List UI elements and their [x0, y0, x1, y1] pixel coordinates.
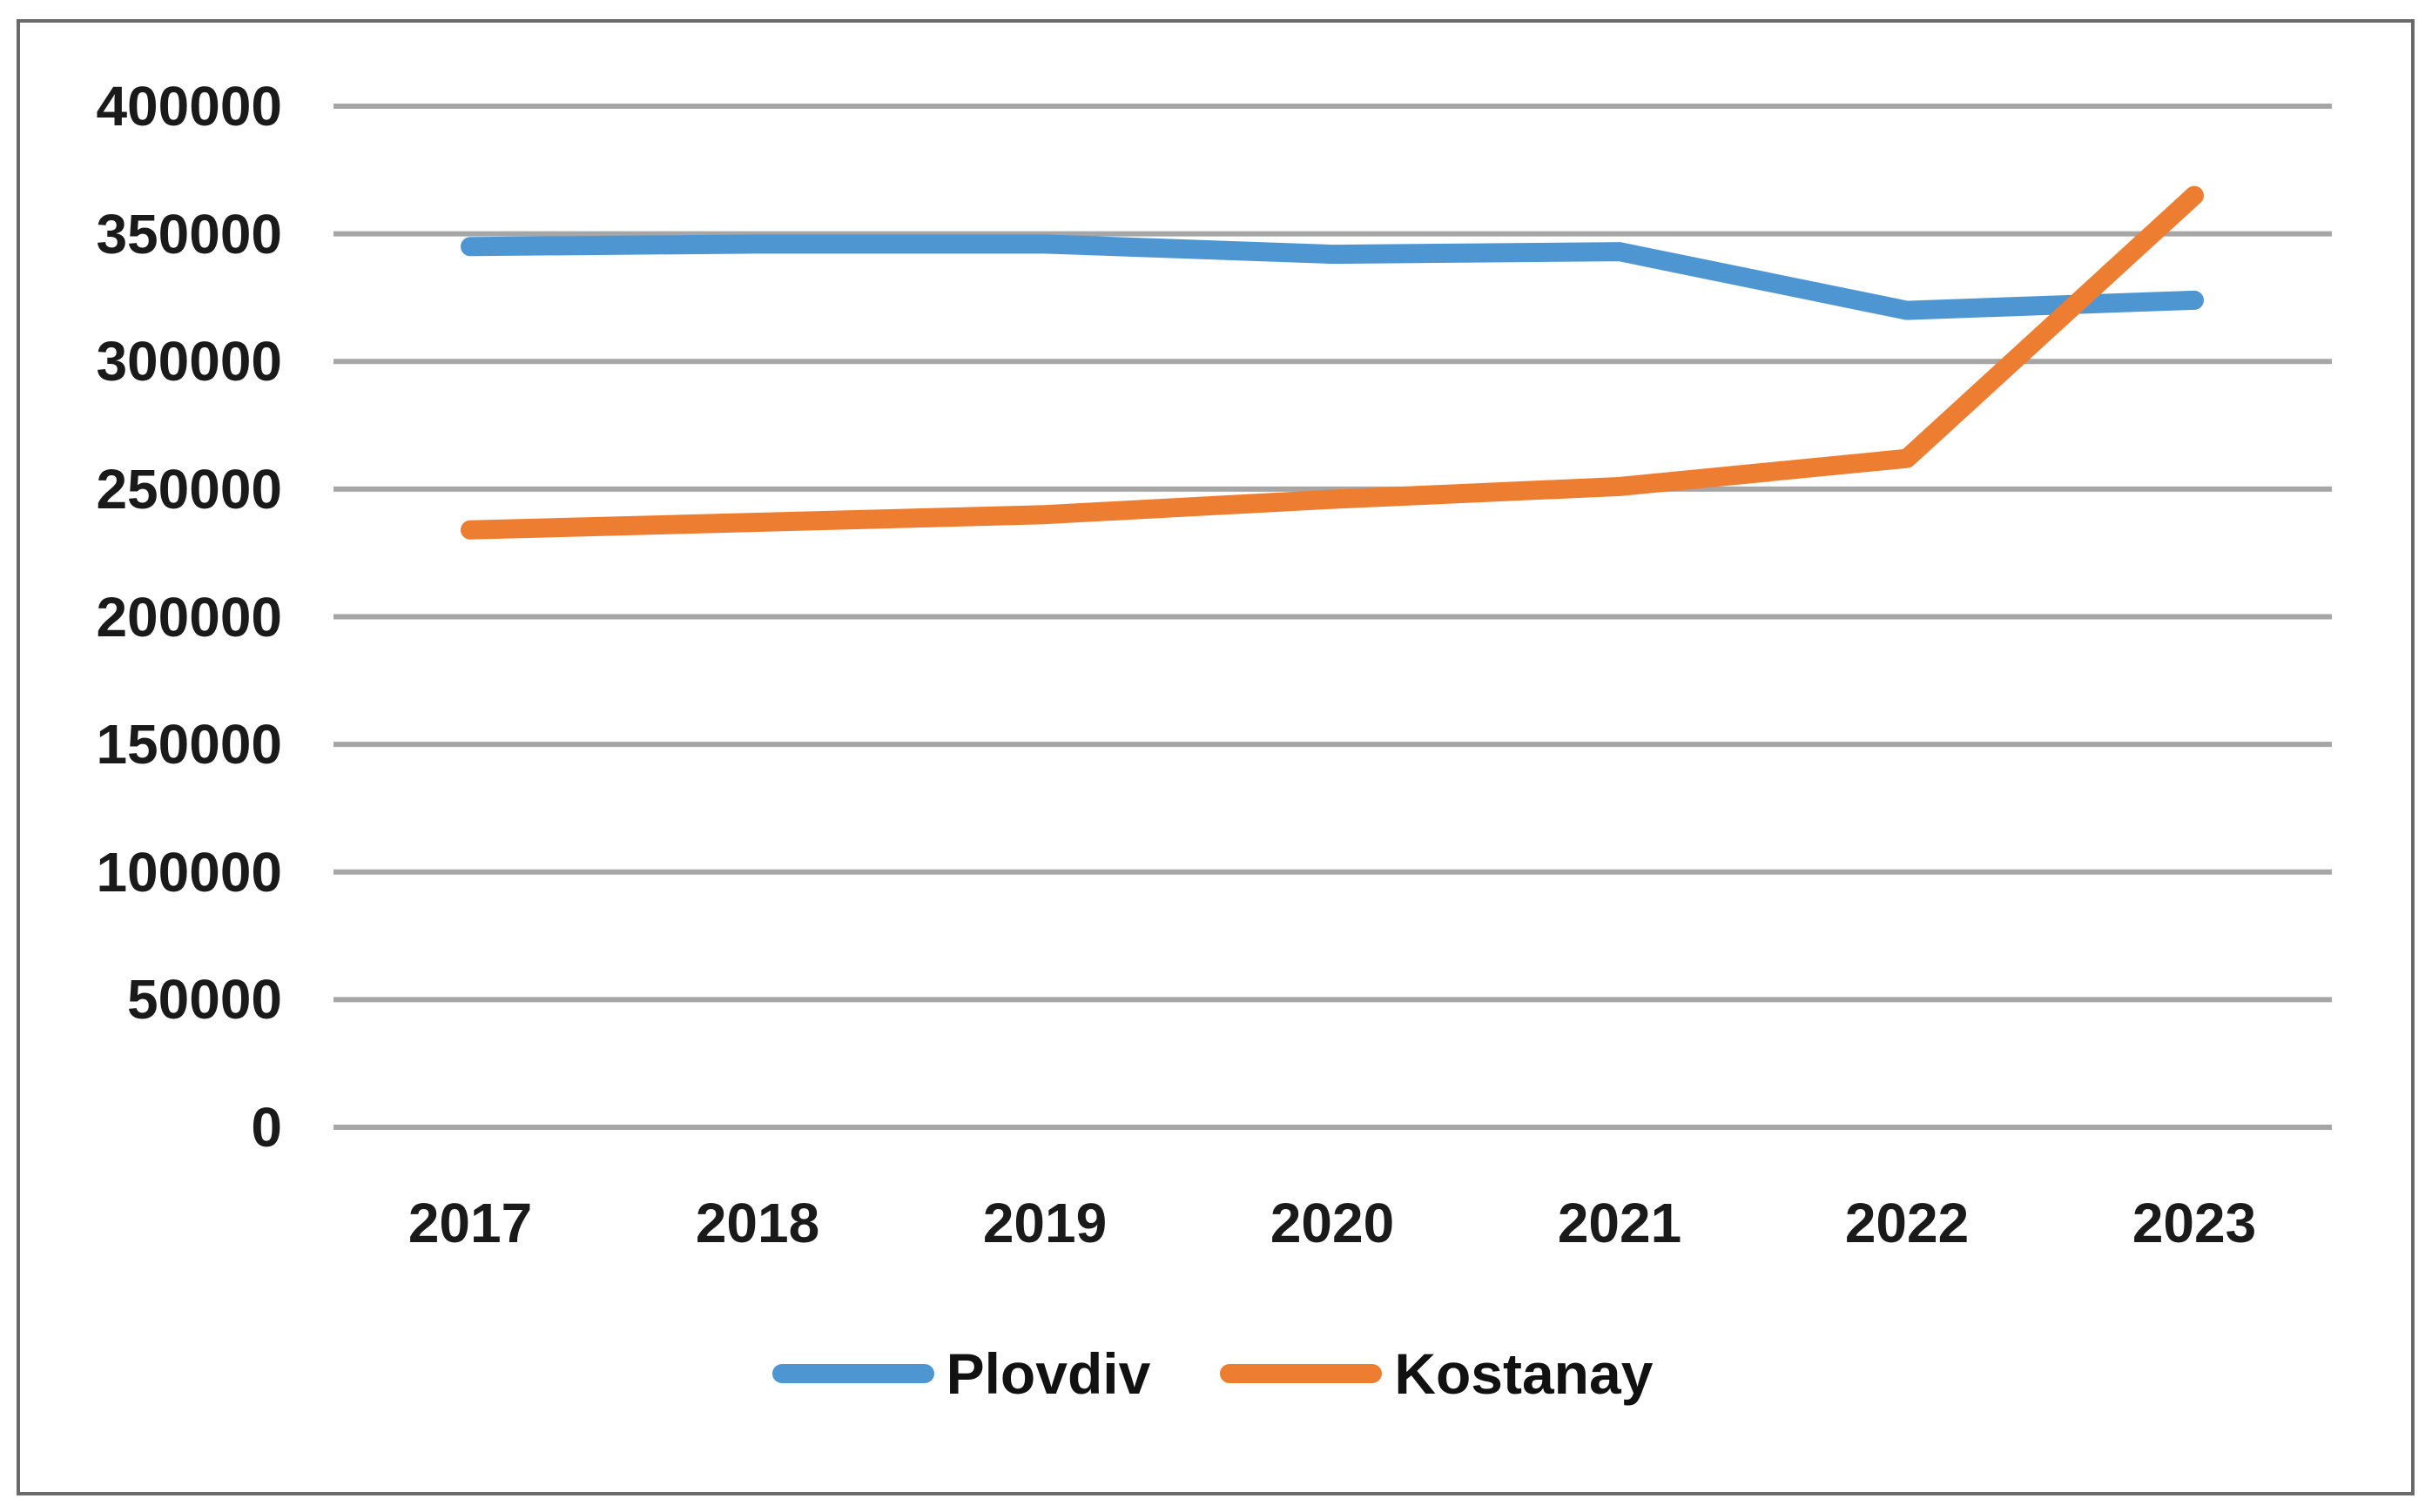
y-axis-label: 250000 [96, 457, 282, 521]
series-line-plovdiv [461, 234, 2204, 320]
y-axis-label: 350000 [96, 202, 282, 265]
x-axis-label: 2018 [695, 1192, 820, 1254]
legend-swatch-kostanay [1220, 1364, 1383, 1383]
legend-label-kostanay: Kostanay [1394, 1341, 1654, 1406]
x-axis-label: 2017 [408, 1192, 533, 1254]
x-axis-label: 2020 [1270, 1192, 1395, 1254]
y-axis-label: 50000 [127, 968, 282, 1032]
y-axis-label: 150000 [96, 713, 282, 776]
legend-item-kostanay: Kostanay [1220, 1341, 1653, 1407]
series-line-kostanay [461, 185, 2204, 540]
y-axis-label: 400000 [96, 75, 282, 138]
chart-legend: Plovdiv Kostanay [0, 1341, 2425, 1407]
y-axis-label: 200000 [96, 585, 282, 648]
y-axis-label: 0 [251, 1096, 282, 1159]
x-axis-label: 2021 [1557, 1192, 1682, 1254]
x-axis-label: 2023 [2132, 1192, 2257, 1254]
x-axis-label: 2022 [1844, 1192, 1970, 1254]
chart-border [17, 19, 2415, 1495]
y-axis-label: 300000 [96, 330, 282, 393]
y-axis-label: 100000 [96, 840, 282, 904]
x-axis-label: 2019 [982, 1192, 1108, 1254]
legend-item-plovdiv: Plovdiv [771, 1341, 1151, 1407]
legend-swatch-plovdiv [771, 1364, 934, 1383]
legend-label-plovdiv: Plovdiv [946, 1341, 1151, 1406]
